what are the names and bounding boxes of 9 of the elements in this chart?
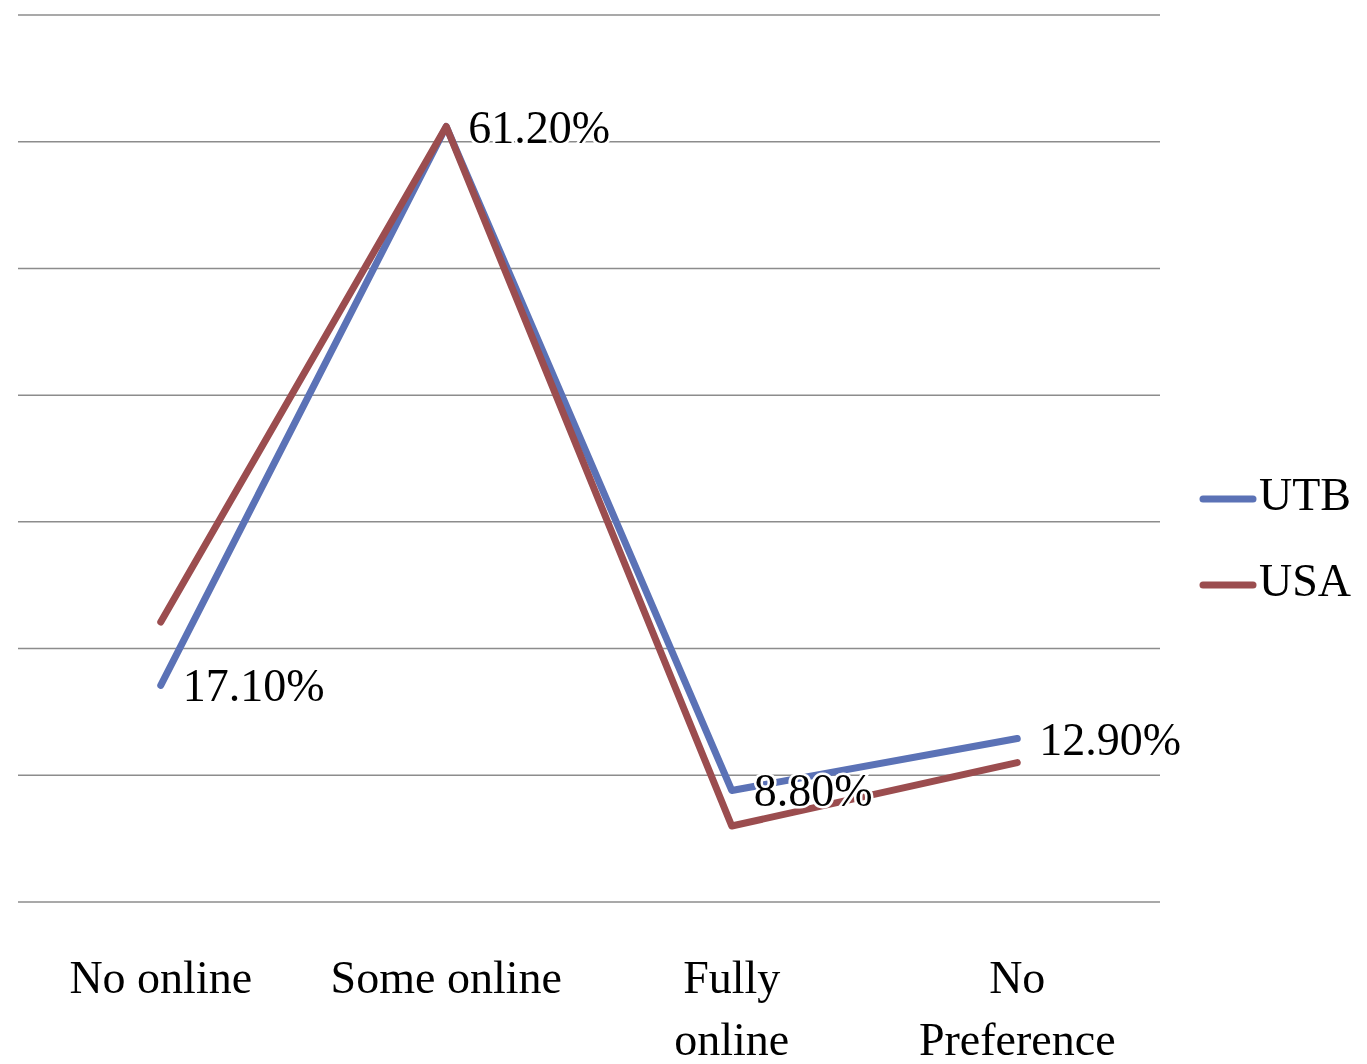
data-label: 61.20% bbox=[468, 101, 611, 153]
legend-label: UTB bbox=[1259, 468, 1351, 520]
x-tick-label: No Preference bbox=[918, 952, 1116, 1064]
x-tick-label: Some online bbox=[330, 952, 562, 1003]
x-tick-label: Fully online bbox=[674, 952, 790, 1064]
data-label: 12.90% bbox=[1039, 713, 1182, 765]
x-tick-label: No online bbox=[69, 952, 253, 1003]
data-label: 17.10% bbox=[182, 660, 325, 712]
legend-label: USA bbox=[1259, 554, 1352, 606]
